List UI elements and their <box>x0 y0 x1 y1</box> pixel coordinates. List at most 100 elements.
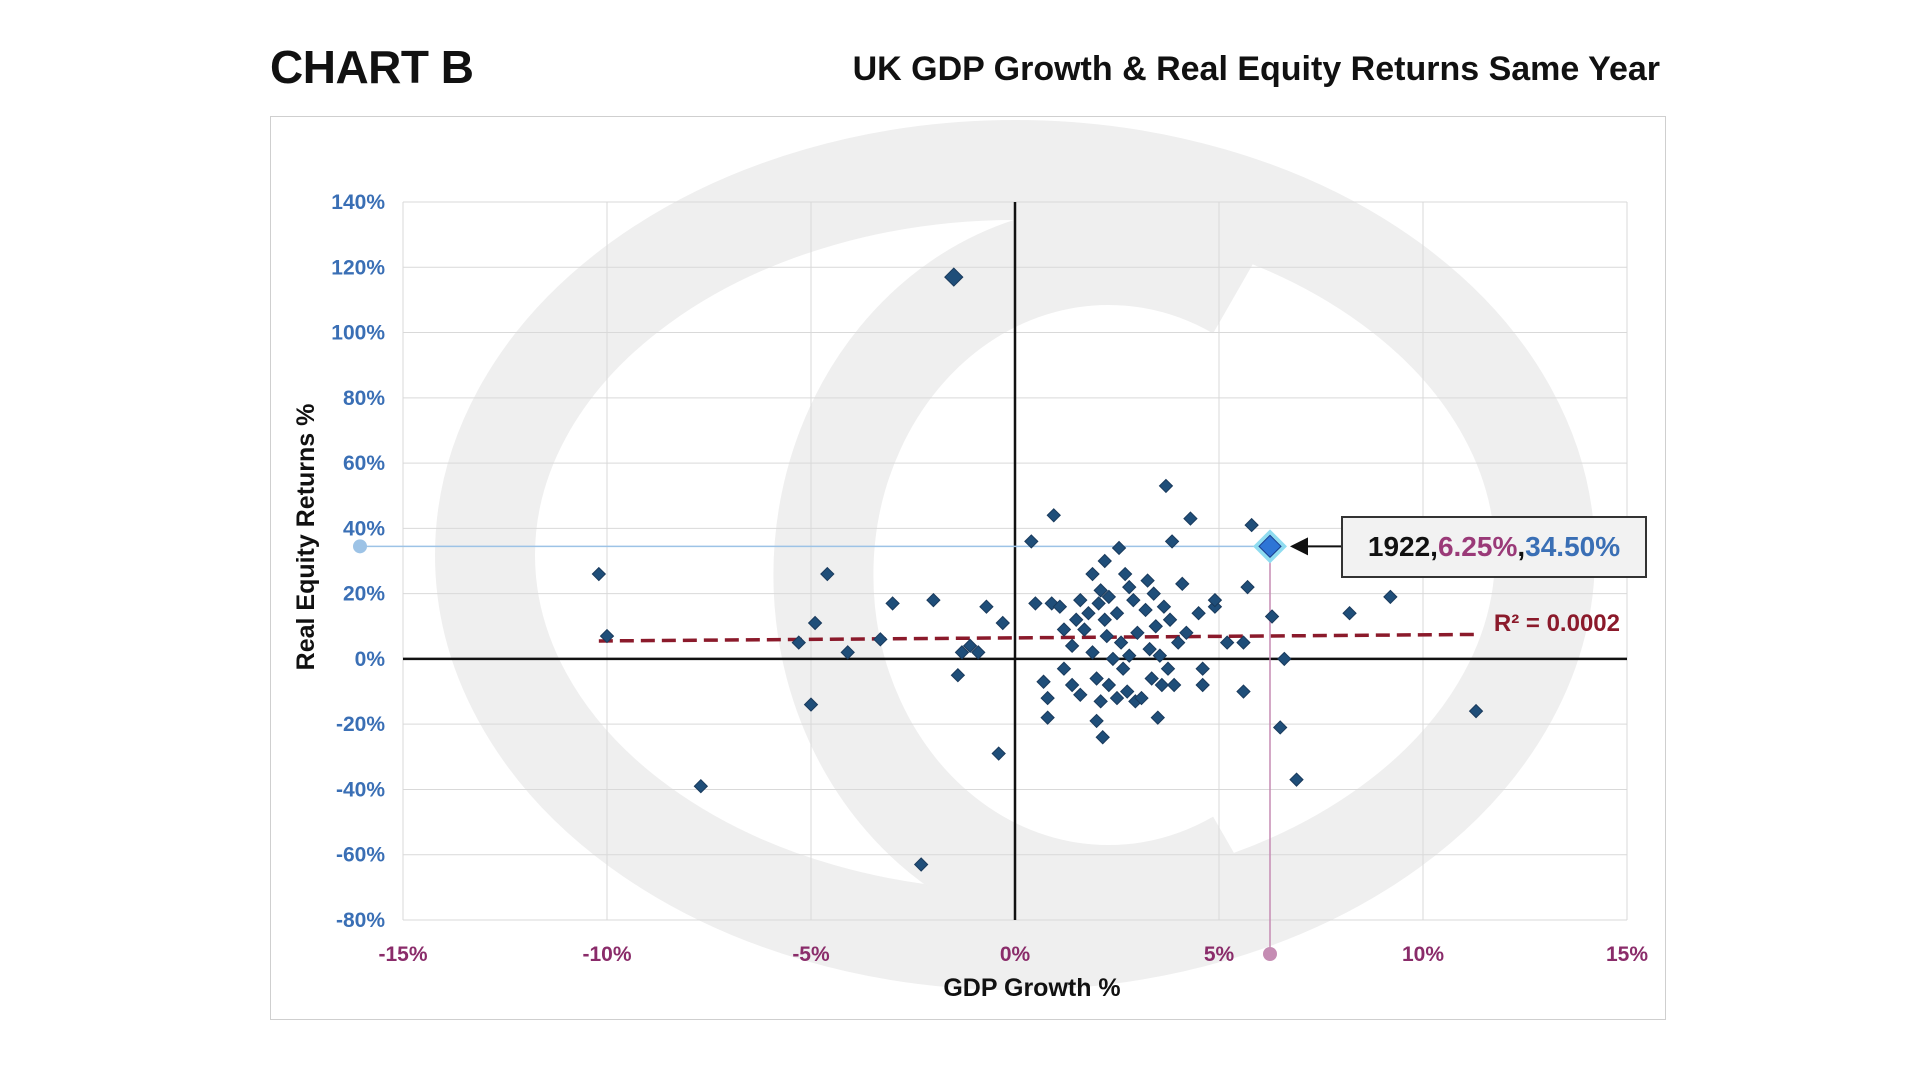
chart-frame <box>270 116 1666 1020</box>
data-point <box>971 645 986 660</box>
data-point <box>1093 694 1108 709</box>
data-point <box>1097 612 1112 627</box>
data-point <box>954 645 970 660</box>
data-point <box>1148 619 1163 634</box>
y-tick-label: -80% <box>336 909 385 932</box>
data-point <box>1089 713 1104 729</box>
data-point <box>1073 687 1088 703</box>
data-point <box>1122 648 1137 663</box>
data-point <box>962 638 978 654</box>
y-tick-label: 140% <box>331 191 385 214</box>
x-tick-label: 10% <box>1402 943 1444 966</box>
data-point <box>1383 589 1398 605</box>
data-point <box>1240 579 1255 595</box>
r-squared-label: R² = 0.0002 <box>1494 610 1620 637</box>
annotation-x-value: 6.25% <box>1437 531 1518 562</box>
y-tick-label: -20% <box>336 713 385 736</box>
data-point <box>979 599 994 614</box>
x-tick-label: 15% <box>1606 943 1648 966</box>
data-point <box>1468 703 1484 719</box>
data-point <box>1277 651 1292 667</box>
x-tick-label: -15% <box>378 943 427 966</box>
data-point <box>1115 661 1131 676</box>
data-point <box>1126 592 1141 608</box>
data-point <box>1122 579 1137 595</box>
data-point <box>1342 606 1357 621</box>
data-point <box>1119 684 1135 699</box>
data-point <box>1160 661 1176 676</box>
data-point <box>1142 641 1157 657</box>
data-point <box>1272 720 1288 735</box>
data-point <box>591 566 607 582</box>
data-point <box>1097 553 1112 569</box>
data-point <box>1081 606 1096 621</box>
data-point <box>944 267 964 287</box>
annotation-year: 1922 <box>1367 531 1431 562</box>
highlight-point <box>1258 534 1282 559</box>
data-point <box>1144 671 1159 686</box>
data-point <box>1219 635 1235 650</box>
axes <box>403 202 1627 920</box>
data-point <box>1134 690 1149 706</box>
y-tick-label: 60% <box>343 452 385 475</box>
data-point <box>1195 677 1210 693</box>
data-point <box>807 615 823 631</box>
y-tick-label: -40% <box>336 778 385 801</box>
x-guide-marker <box>1263 947 1277 961</box>
data-point <box>1064 638 1080 654</box>
data-point <box>1117 566 1133 582</box>
y-tick-label: 20% <box>343 583 385 606</box>
data-point <box>1040 710 1055 725</box>
data-point <box>1236 635 1251 650</box>
data-point <box>1111 540 1127 556</box>
x-axis-title: GDP Growth % <box>943 974 1120 1002</box>
y-tick-label: 0% <box>355 648 386 671</box>
trend-line <box>598 632 1477 643</box>
data-point <box>1207 592 1223 608</box>
data-point <box>873 632 888 647</box>
data-point <box>1166 677 1182 693</box>
data-point <box>885 596 900 611</box>
data-point <box>1150 710 1166 725</box>
data-point <box>1109 690 1125 706</box>
data-point <box>1183 511 1198 526</box>
data-point <box>1056 661 1072 676</box>
x-tick-label: -10% <box>582 943 631 966</box>
y-axis-title: Real Equity Returns % <box>292 404 320 671</box>
data-point <box>1170 635 1186 650</box>
data-point <box>991 746 1006 761</box>
annotation-arrowhead <box>1290 537 1308 556</box>
data-point <box>1028 596 1043 611</box>
data-point <box>1056 622 1072 637</box>
data-point <box>1191 606 1206 621</box>
data-point <box>791 635 806 650</box>
data-point <box>1101 589 1117 605</box>
data-point <box>1179 625 1194 641</box>
data-points <box>591 267 1484 872</box>
chart-label: CHART B <box>270 41 474 93</box>
x-tick-label: 5% <box>1204 943 1235 966</box>
data-point <box>1130 625 1145 641</box>
annotation-y-value: 34.50% <box>1525 531 1621 562</box>
data-point <box>1024 534 1039 549</box>
data-point <box>1152 648 1168 663</box>
y-tick-label: 100% <box>331 322 385 345</box>
data-point <box>1156 599 1172 614</box>
data-point <box>1073 592 1088 608</box>
data-point <box>1036 674 1051 689</box>
data-point <box>1101 677 1117 693</box>
data-point <box>693 778 709 794</box>
data-point <box>1146 586 1161 601</box>
data-point <box>599 628 615 644</box>
x-tick-label: -5% <box>792 943 830 966</box>
data-point <box>1154 677 1170 693</box>
data-point <box>1068 612 1084 627</box>
data-point <box>1052 599 1068 614</box>
data-point <box>1109 606 1125 621</box>
data-point <box>1095 730 1110 745</box>
data-point <box>1089 671 1104 686</box>
data-point <box>1064 677 1080 693</box>
data-point <box>1085 566 1100 582</box>
data-point <box>1162 612 1178 627</box>
data-point <box>1244 517 1259 533</box>
